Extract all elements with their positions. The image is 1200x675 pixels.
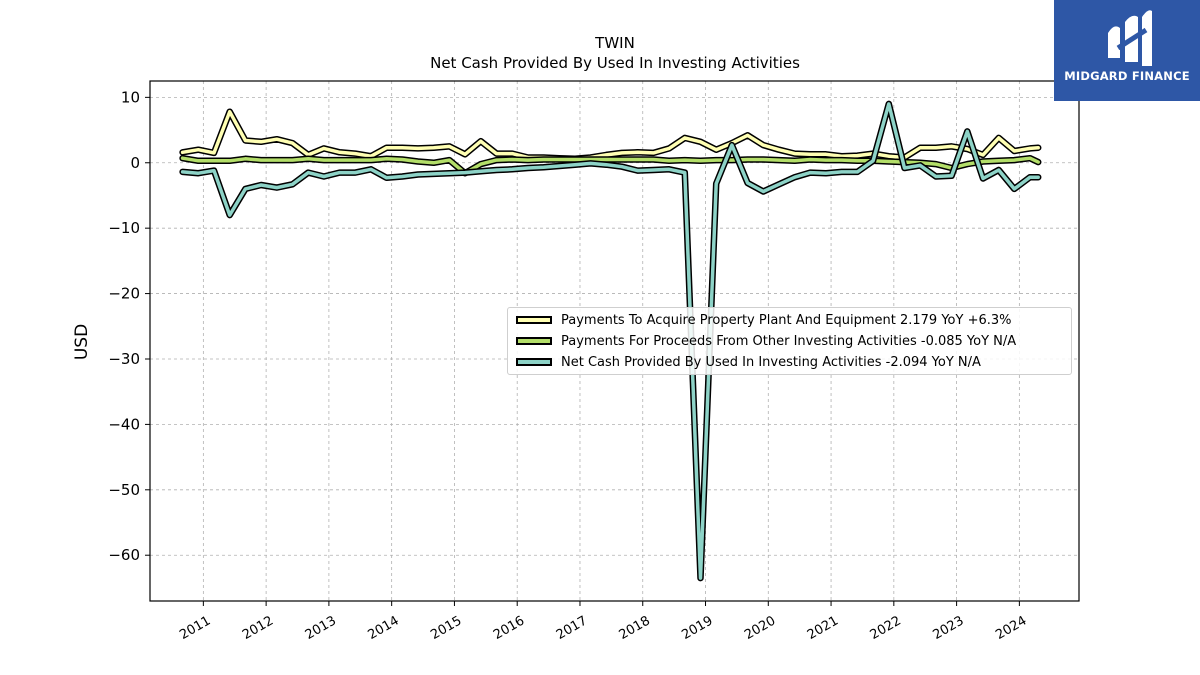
x-tick-label: 2021	[805, 613, 841, 643]
y-tick-label: −20	[108, 285, 140, 303]
y-tick-label: −40	[108, 415, 140, 433]
legend-label-ppe: Payments To Acquire Property Plant And E…	[561, 312, 1012, 328]
x-tick-label: 2014	[366, 613, 402, 643]
series-0	[179, 108, 1042, 163]
x-tick-label: 2011	[177, 613, 213, 643]
y-tick-label: −60	[108, 546, 140, 564]
chart-title: TWIN	[594, 34, 635, 52]
x-tick-label: 2024	[993, 613, 1029, 643]
series-lines	[179, 100, 1042, 582]
series-line	[180, 102, 1040, 580]
legend-swatch-ppe	[516, 316, 552, 324]
legend-swatch-net	[516, 358, 552, 366]
y-axis-label: USD	[72, 324, 92, 360]
x-tick-label: 2013	[303, 613, 339, 643]
logo-text: MIDGARD FINANCE	[1064, 69, 1190, 83]
y-tick-label: −30	[108, 350, 140, 368]
x-axis-ticks: 2011 2012 2013 2014 2015 2016 2017 2018 2019 2020…	[177, 601, 1029, 643]
y-axis-ticks: 10 0 −10 −20 −30 −40 −50 −60	[108, 88, 150, 564]
y-tick-label: 0	[130, 154, 140, 172]
series-line-outline	[179, 108, 1042, 163]
x-tick-label: 2020	[742, 613, 778, 643]
legend-label-net: Net Cash Provided By Used In Investing A…	[561, 354, 981, 370]
legend-swatch-other	[516, 337, 552, 345]
x-tick-label: 2016	[491, 613, 527, 643]
y-tick-label: −10	[108, 219, 140, 237]
legend-item-other: Payments For Proceeds From Other Investi…	[516, 332, 1016, 350]
x-tick-label: 2018	[617, 613, 653, 643]
x-tick-label: 2012	[240, 613, 276, 643]
chart-subtitle: Net Cash Provided By Used In Investing A…	[430, 54, 800, 72]
x-tick-label: 2017	[554, 613, 590, 643]
plot-frame	[149, 80, 1080, 602]
legend: Payments To Acquire Property Plant And E…	[507, 307, 1072, 375]
x-tick-label: 2023	[930, 613, 966, 643]
series-2	[179, 100, 1042, 582]
logo-mark-icon	[1108, 10, 1152, 66]
legend-label-other: Payments For Proceeds From Other Investi…	[561, 333, 1017, 349]
x-tick-label: 2015	[428, 613, 464, 643]
x-tick-label: 2022	[868, 613, 904, 643]
y-tick-label: −50	[108, 481, 140, 499]
y-tick-label: 10	[121, 88, 140, 106]
x-tick-label: 2019	[679, 613, 715, 643]
legend-item-ppe: Payments To Acquire Property Plant And E…	[516, 311, 1012, 329]
midgard-finance-logo: MIDGARD FINANCE	[1054, 0, 1200, 101]
legend-item-net: Net Cash Provided By Used In Investing A…	[516, 353, 981, 371]
